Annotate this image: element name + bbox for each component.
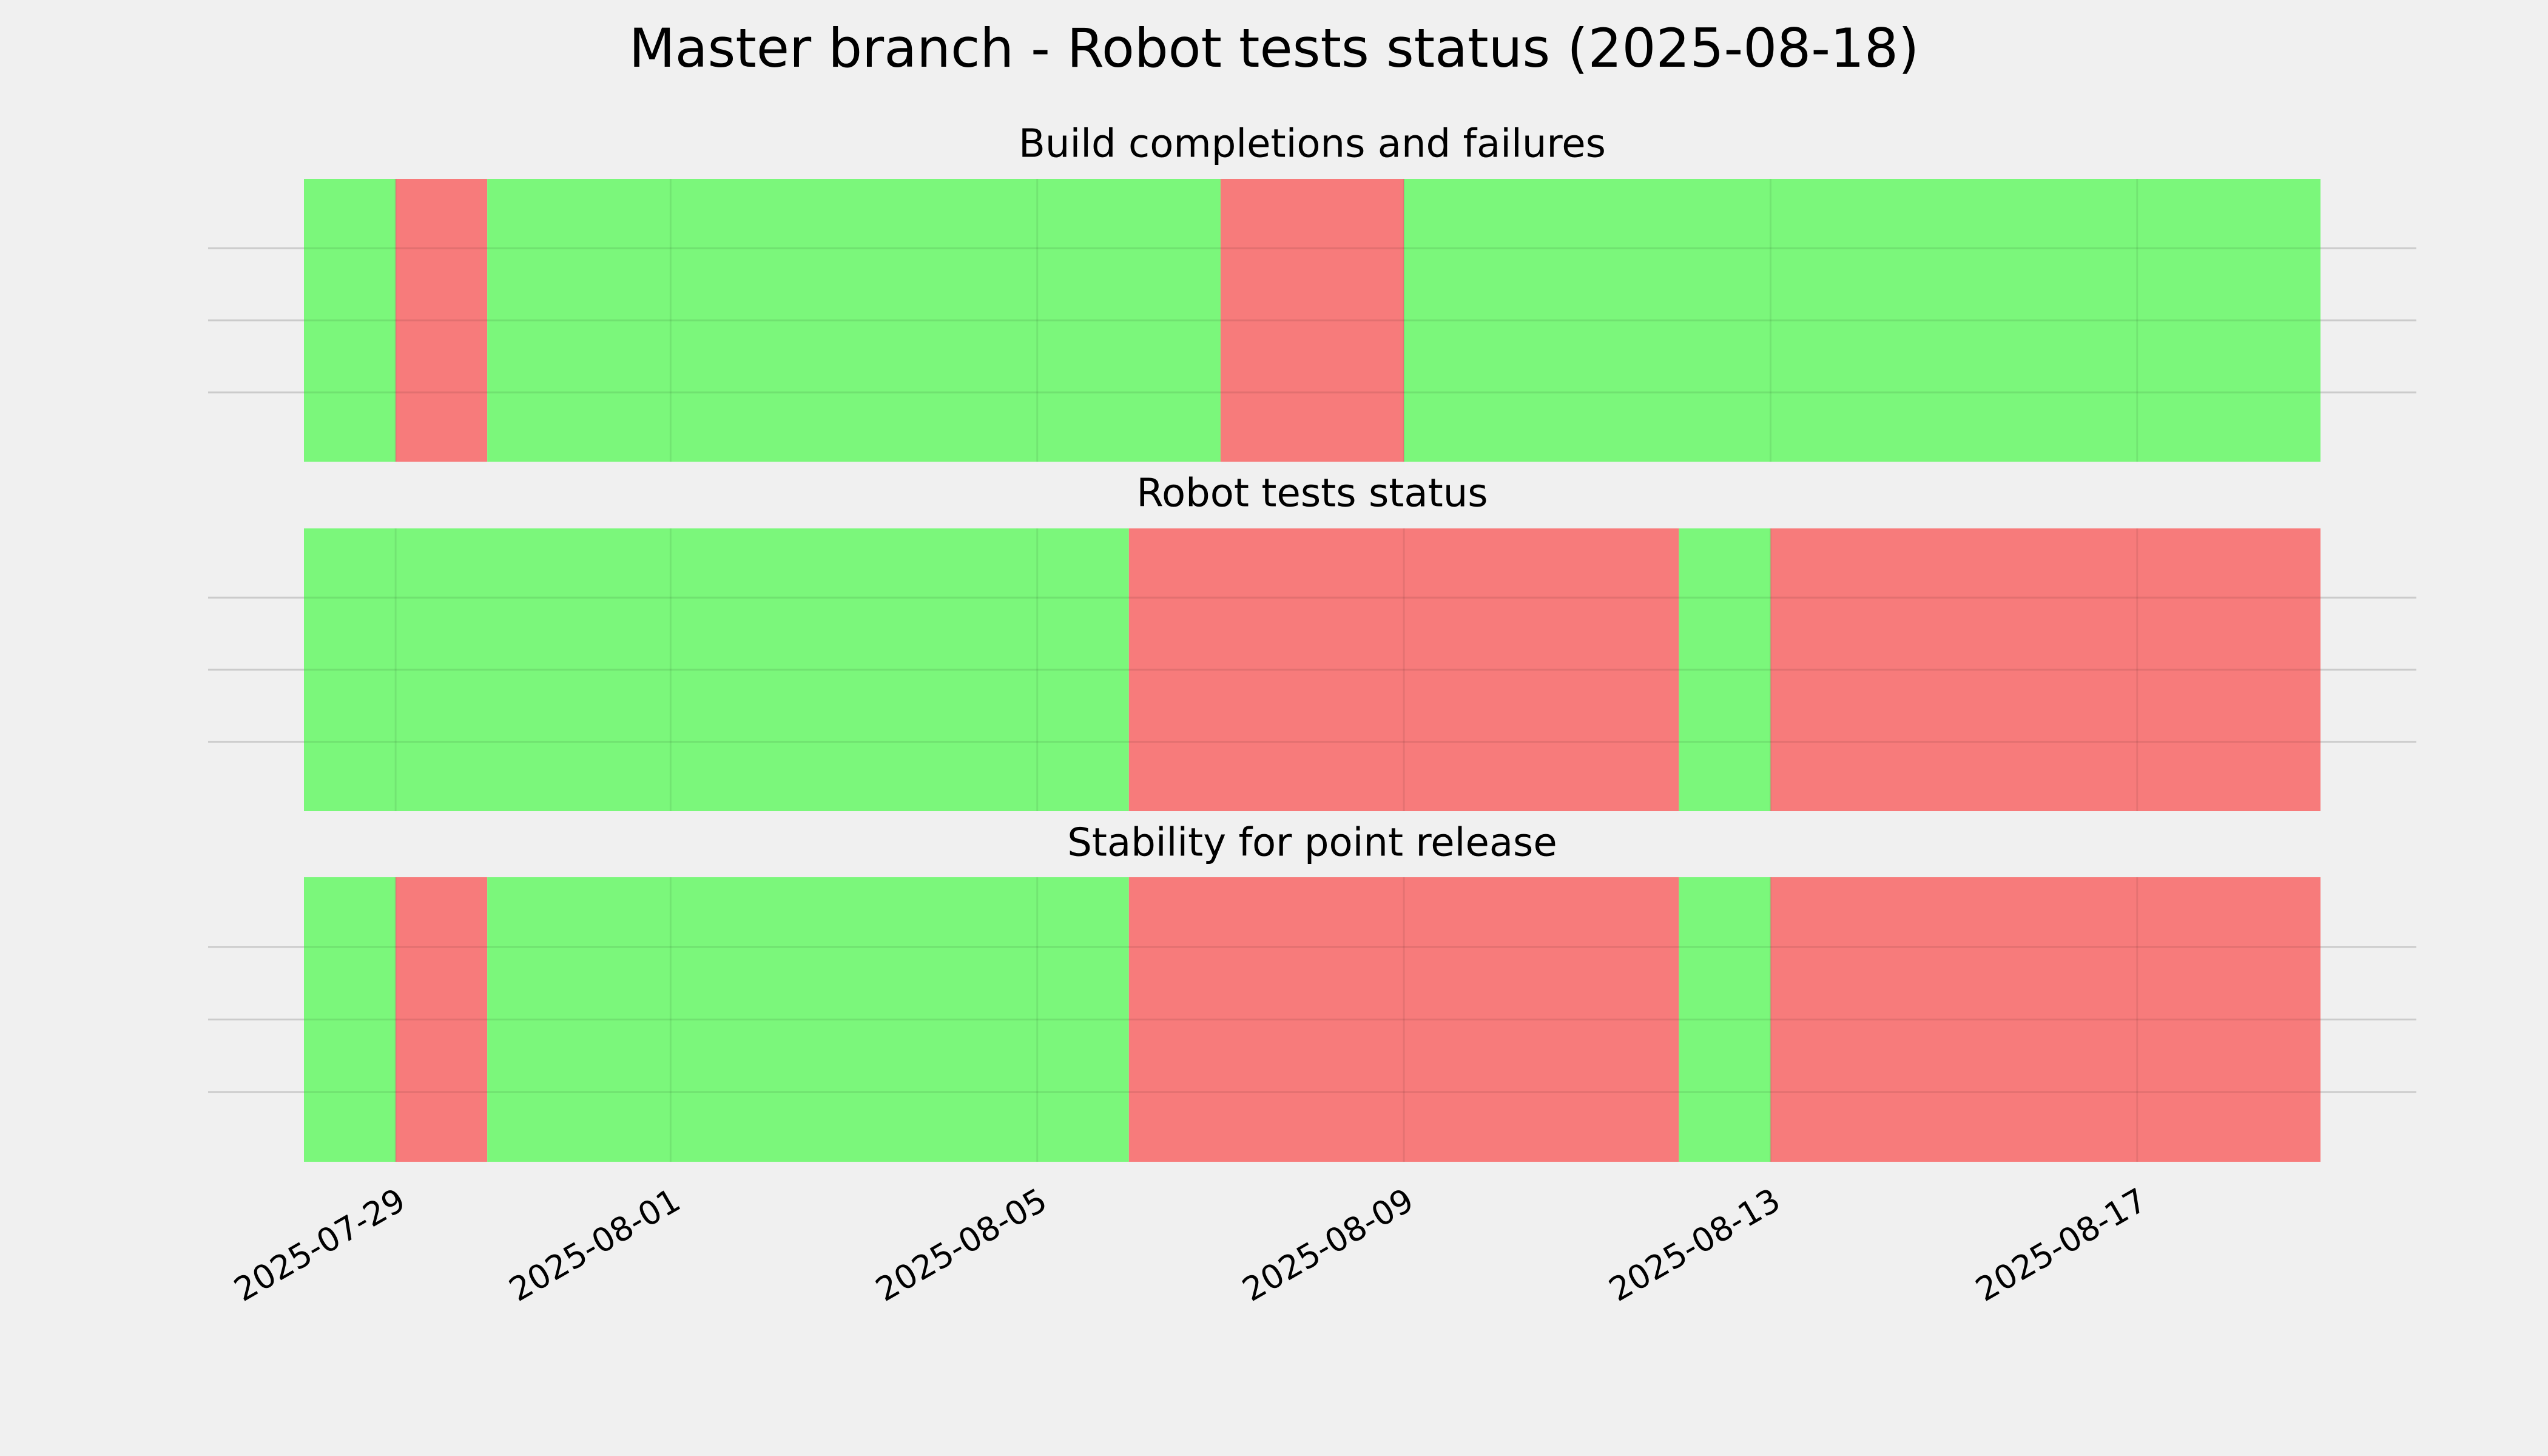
- x-tick-label: 2025-08-05: [869, 1181, 1053, 1309]
- status-segment: [304, 179, 396, 462]
- status-segment: [396, 877, 488, 1162]
- x-tick-label: 2025-08-13: [1603, 1181, 1787, 1309]
- status-segment: [396, 179, 488, 462]
- status-segment: [1679, 528, 1771, 811]
- x-tick-label: 2025-08-01: [503, 1181, 687, 1309]
- panel-title: Build completions and failures: [1019, 122, 1606, 167]
- panel-title: Robot tests status: [1136, 471, 1488, 516]
- panel-title: Stability for point release: [1067, 821, 1557, 866]
- status-segment: [487, 877, 1129, 1162]
- status-segment: [1128, 877, 1679, 1162]
- status-segment: [304, 877, 396, 1162]
- x-tick-label: 2025-08-09: [1236, 1181, 1420, 1309]
- status-segment: [1679, 877, 1771, 1162]
- figure-title: Master branch - Robot tests status (2025…: [629, 17, 1919, 79]
- status-segment: [1770, 877, 2320, 1162]
- status-segment: [1128, 528, 1679, 811]
- status-segment: [304, 528, 1129, 811]
- status-segment: [1220, 179, 1404, 462]
- status-segment: [487, 179, 1221, 462]
- status-segment: [1770, 528, 2320, 811]
- x-tick-label: 2025-08-17: [1969, 1181, 2153, 1309]
- x-tick-label: 2025-07-29: [228, 1181, 411, 1309]
- status-segment: [1404, 179, 2320, 462]
